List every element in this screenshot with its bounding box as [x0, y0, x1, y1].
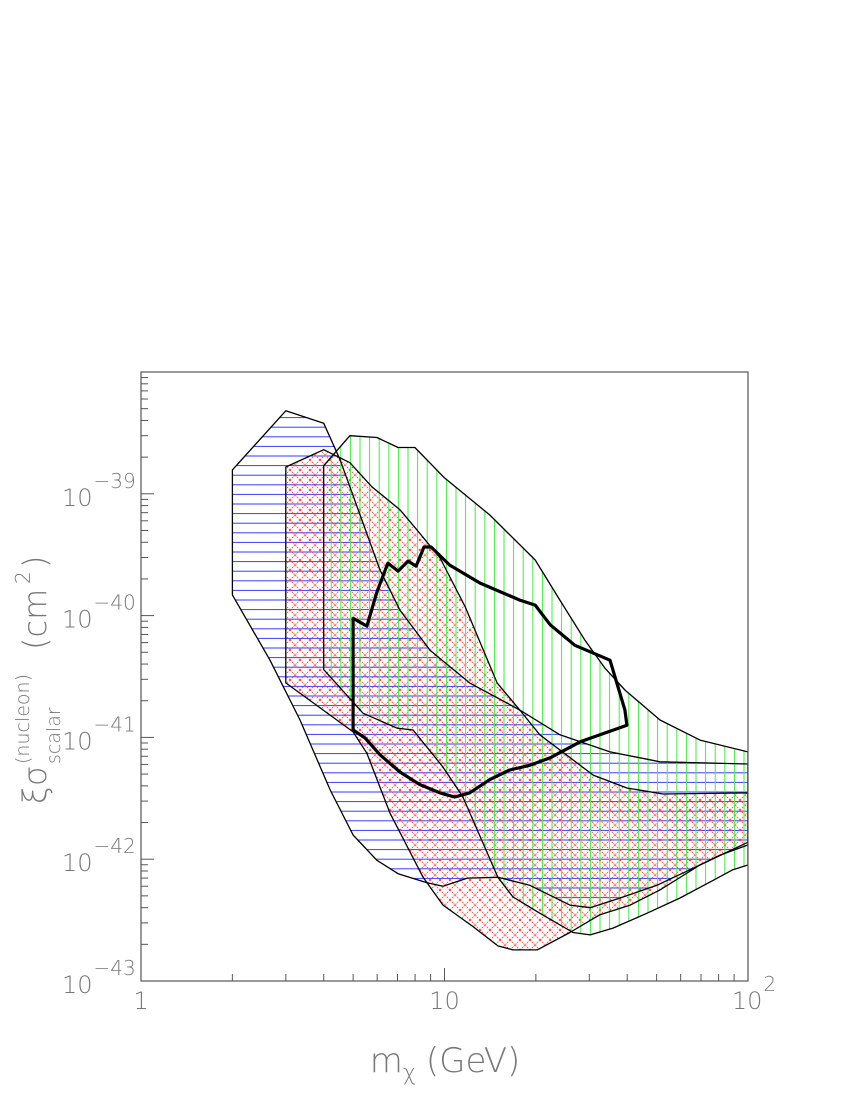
y-tick-label: 10−43	[62, 956, 136, 999]
x-axis-label-sub: χ	[403, 1061, 416, 1086]
x-tick-label-base: 1	[133, 987, 148, 1015]
y-tick-label-exponent: −43	[94, 956, 136, 980]
x-tick-label: 10	[429, 987, 460, 1015]
x-tick-label: 102	[732, 972, 776, 1015]
x-tick-label-base: 10	[429, 987, 460, 1015]
y-tick-label-exponent: −39	[94, 469, 136, 493]
y-axis-label-main: ξσ	[16, 766, 54, 804]
x-tick-label-exponent: 2	[763, 972, 776, 996]
y-tick-label: 10−41	[62, 712, 136, 755]
y-tick-label: 10−39	[62, 469, 136, 512]
x-axis-label: mχ (GeV)	[370, 1041, 521, 1086]
y-tick-label-base: 10	[62, 484, 93, 512]
x-tick-label-base: 10	[732, 987, 763, 1015]
contour-layer	[351, 545, 629, 799]
region-cross-outline	[285, 449, 748, 951]
ticks-layer	[140, 377, 735, 982]
region-vertical-outline	[323, 435, 748, 936]
x-tick-label: 1	[133, 987, 148, 1015]
y-tick-label-exponent: −41	[94, 712, 136, 736]
y-axis-label-unit-sup: 2	[11, 571, 35, 584]
region-vertical-hatch-fill	[323, 435, 748, 935]
y-tick-label-exponent: −40	[94, 591, 136, 615]
y-tick-label-base: 10	[62, 849, 93, 877]
y-tick-label: 10−42	[62, 834, 136, 877]
y-axis-label-unit: (cm	[16, 589, 54, 650]
y-axis-label-sup: (nucleon)	[12, 674, 34, 764]
x-axis-label-main: m	[370, 1041, 403, 1081]
y-axis-label-sub: scalar	[43, 707, 65, 764]
y-tick-label-exponent: −42	[94, 834, 136, 858]
y-tick-label-base: 10	[62, 971, 93, 999]
regions-layer	[232, 410, 748, 950]
y-axis-label: ξσ (nucleon) scalar (cm 2 )	[11, 556, 65, 804]
y-tick-label: 10−40	[62, 591, 136, 634]
region-horizontal-outline	[231, 410, 748, 909]
y-tick-label-base: 10	[62, 606, 93, 634]
thick-contour	[351, 545, 629, 799]
outlines-layer	[231, 410, 748, 951]
y-tick-label-base: 10	[62, 727, 93, 755]
y-axis-label-unit-close: )	[16, 556, 54, 568]
x-axis-label-unit: (GeV)	[426, 1041, 520, 1081]
